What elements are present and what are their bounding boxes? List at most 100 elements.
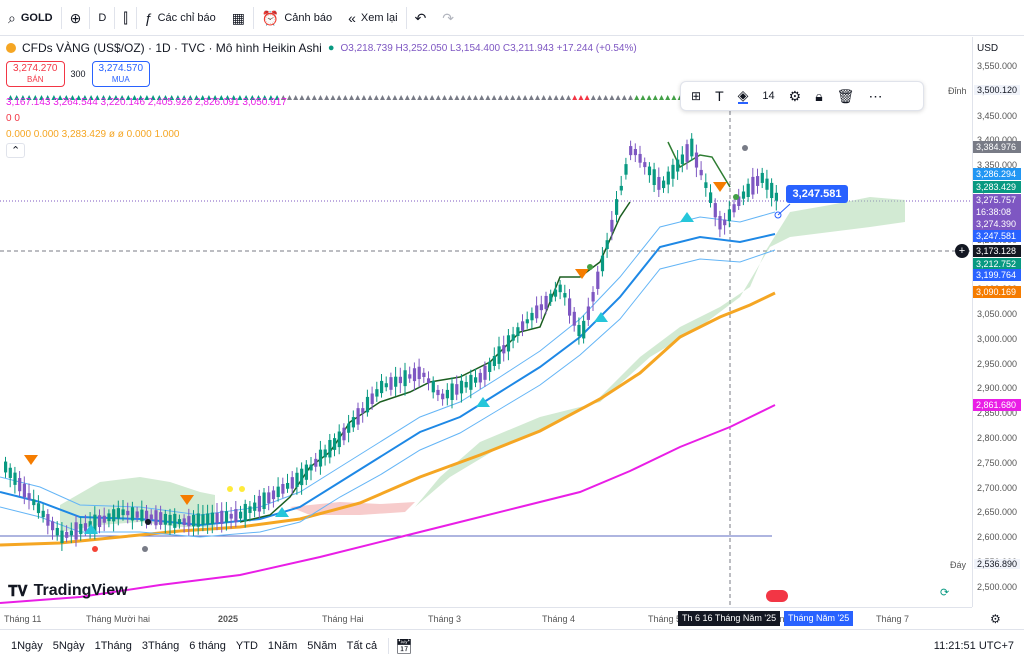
timeframe-5y[interactable]: 5Năm xyxy=(307,639,337,652)
price-tick-label: 2,600.000 xyxy=(977,532,1018,543)
price-tag: 16:38:08 xyxy=(973,206,1021,218)
spread-value: 300 xyxy=(70,69,86,79)
price-tick-label: 3,350.000 xyxy=(977,160,1018,171)
chart-legend: CFDs VÀNG (US$/OZ) · 1D · TVC · Mô hình … xyxy=(6,40,637,158)
time-axis[interactable]: Tháng 11 Tháng Mười hai 2025 Tháng Hai T… xyxy=(0,607,972,630)
undo-icon: ↶ xyxy=(414,9,427,26)
price-tick-label: 2,900.000 xyxy=(977,383,1018,394)
add-alert-plus-icon[interactable]: + xyxy=(955,244,969,258)
timeframe-ytd[interactable]: YTD xyxy=(235,639,258,652)
axis-settings-icon[interactable]: ⚙ xyxy=(990,612,1001,626)
trash-icon[interactable]: 🗑︎ xyxy=(836,88,855,104)
sell-label: BÁN xyxy=(27,75,44,84)
drawing-toolbar: ⊞ T ◈ 14 ⚙ 🔒︎ 🗑︎ ⋯ xyxy=(680,81,924,111)
chart-type-button[interactable]: ⫿ xyxy=(115,0,135,36)
buy-marker xyxy=(275,507,289,517)
buy-marker xyxy=(594,312,608,322)
price-tick-label: 3,000.000 xyxy=(977,333,1018,344)
calendar-icon[interactable]: 📅︎ xyxy=(395,637,413,654)
price-tick-label: 2,500.000 xyxy=(977,581,1018,592)
search-icon: ⌕ xyxy=(8,9,16,26)
events-flag-icon[interactable] xyxy=(766,590,788,602)
fill-color-icon[interactable]: ◈ xyxy=(737,87,749,104)
alarm-icon: ⏰ xyxy=(261,9,280,26)
range-highlight: Tháng Năm '25 xyxy=(784,611,854,626)
bottom-label: Đáy xyxy=(950,560,967,570)
candles-icon: ⫿ xyxy=(123,9,128,26)
font-size-value[interactable]: 14 xyxy=(762,90,775,102)
timeframe-1d[interactable]: 1Ngày xyxy=(11,639,43,652)
layout-icon[interactable]: ⊞ xyxy=(691,89,702,103)
chart-title[interactable]: CFDs VÀNG (US$/OZ) · 1D · TVC · Mô hình … xyxy=(22,41,322,55)
interval-button[interactable]: D xyxy=(90,0,114,36)
price-tag: 3,384.976 xyxy=(973,141,1021,153)
currency-label[interactable]: USD xyxy=(977,43,999,54)
sell-marker xyxy=(180,495,194,505)
indicators-button[interactable]: ƒ Các chỉ báo xyxy=(137,0,224,36)
price-tag: 3,275.757 xyxy=(973,194,1021,206)
timeframe-6m[interactable]: 6 tháng xyxy=(189,639,226,652)
indicator-values-2: 0 0 xyxy=(6,112,20,124)
timeframe-1y[interactable]: 1Năm xyxy=(267,639,298,652)
replay-button[interactable]: « Xem lại xyxy=(340,0,405,36)
eye-icon[interactable]: ● xyxy=(327,42,335,54)
timeframe-1m[interactable]: 1Tháng xyxy=(94,639,132,652)
interval-label: D xyxy=(98,11,107,24)
symbol-search[interactable]: ⌕ GOLD xyxy=(0,0,61,36)
more-icon[interactable]: ⋯ xyxy=(868,88,883,104)
lock-icon[interactable]: 🔒︎ xyxy=(815,88,823,104)
symbol-label: GOLD xyxy=(20,11,53,24)
clock[interactable]: 11:21:51 UTC+7 xyxy=(933,639,1014,652)
sell-button[interactable]: 3,274.270 BÁN xyxy=(6,61,65,87)
top-toolbar: ⌕ GOLD ⊕ D ⫿ ƒ Các chỉ báo ▦ ⏰ Cảnh báo … xyxy=(0,0,1024,36)
timeframe-5d[interactable]: 5Ngày xyxy=(52,639,85,652)
price-tag: 3,199.764 xyxy=(973,269,1021,281)
buy-button[interactable]: 3,274.570 MUA xyxy=(91,61,151,87)
price-tick-label: 2,950.000 xyxy=(977,358,1018,369)
price-tick-label: 3,050.000 xyxy=(977,309,1018,319)
rewind-icon: « xyxy=(348,9,356,26)
undo-button[interactable]: ↶ xyxy=(407,0,435,36)
buy-marker xyxy=(680,212,694,222)
price-tick-label: 2,850.000 xyxy=(977,408,1018,419)
buy-marker xyxy=(84,524,98,534)
price-tick-label: 3,450.000 xyxy=(977,110,1018,121)
timeframe-all[interactable]: Tất cả xyxy=(346,639,378,652)
chart-pane[interactable]: ⊞ T ◈ 14 ⚙ 🔒︎ 🗑︎ ⋯ 3,247.581 xyxy=(0,37,972,607)
price-tag: 3,274.390 xyxy=(973,218,1021,230)
tv-logo-icon: 𝐓𝐕 xyxy=(8,582,28,600)
grid-icon: ▦ xyxy=(231,9,245,26)
settings-icon[interactable]: ⚙ xyxy=(788,88,802,104)
price-tick-label: 3,550.000 xyxy=(977,61,1018,71)
alert-label: Cảnh báo xyxy=(284,11,333,24)
chart-canvas[interactable] xyxy=(0,37,972,607)
redo-button[interactable]: ↷ xyxy=(434,0,462,36)
sell-price: 3,274.270 xyxy=(13,63,58,74)
gold-icon xyxy=(6,43,16,53)
auto-scale-icon[interactable]: ⟳ xyxy=(940,587,950,599)
tradingview-logo: 𝐓𝐕 TradingView xyxy=(8,582,128,600)
sell-marker xyxy=(713,182,727,192)
collapse-legend-icon[interactable]: ⌃ xyxy=(6,142,26,158)
time-label: Tháng 7 xyxy=(876,614,910,624)
indicator-values-1: 3,167.143 3,264.544 3,220.146 2,405.926 … xyxy=(6,96,287,108)
text-icon[interactable]: T xyxy=(715,88,724,104)
price-axis[interactable]: USD 3,550.0003,500.0003,450.0003,400.000… xyxy=(972,37,1024,607)
price-tag: 3,286.294 xyxy=(973,168,1021,180)
time-label: 2025 xyxy=(218,614,239,624)
price-tag: 3,090.169 xyxy=(973,286,1021,298)
compare-button[interactable]: ⊕ xyxy=(62,0,90,36)
alert-button[interactable]: ⏰ Cảnh báo xyxy=(254,0,340,36)
templates-button[interactable]: ▦ xyxy=(224,0,253,36)
candles-group xyxy=(4,133,778,551)
time-label: Tháng 11 xyxy=(4,614,42,624)
indicator-values-3: 0.000 0.000 3,283.429 ø ø 0.000 1.000 xyxy=(6,128,180,140)
price-tag: 3,283.429 xyxy=(973,181,1021,193)
time-label: Tháng 5 xyxy=(648,614,682,624)
bottom-value: 2,536.890 xyxy=(974,559,1021,569)
plus-circle-icon: ⊕ xyxy=(69,9,82,26)
peak-value: 3,500.120 xyxy=(974,85,1021,95)
timeframe-3m[interactable]: 3Tháng xyxy=(141,639,180,652)
redo-icon: ↷ xyxy=(442,9,455,26)
price-tag: 3,173.128 xyxy=(973,245,1021,257)
